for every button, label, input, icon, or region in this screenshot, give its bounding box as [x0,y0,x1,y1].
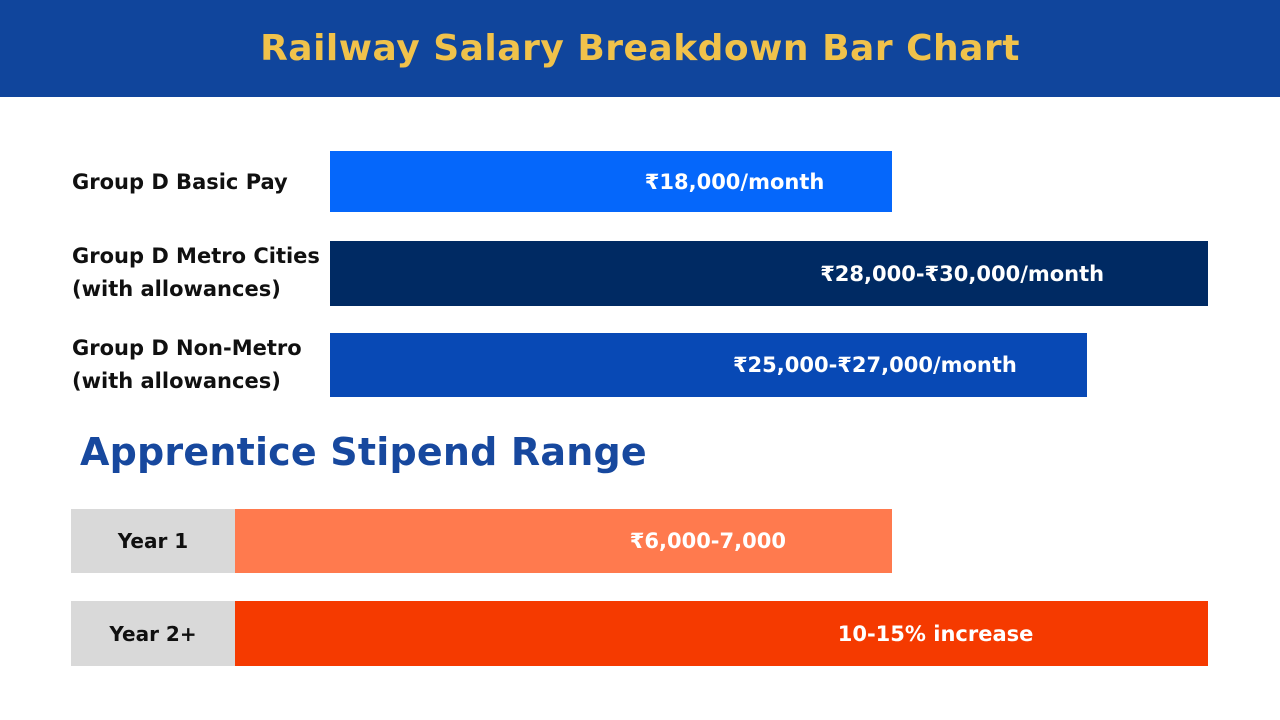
bar-value-label: 10-15% increase [837,621,1034,646]
bar-year-1-stipend: ₹6,000-7,000 [235,509,892,573]
category-label-line1: Group D Metro Cities [72,244,320,268]
category-label-line1: Group D Non-Metro [72,336,302,360]
category-label-line1: Group D Basic Pay [72,170,288,194]
category-label-line2: (with allowances) [72,277,281,301]
category-label-group-d-metro: Group D Metro Cities (with allowances) [72,240,327,306]
bar-value-label: ₹6,000-7,000 [629,529,786,553]
header-banner: Railway Salary Breakdown Bar Chart [0,0,1280,97]
stipend-row-label-text: Year 2+ [109,621,197,646]
section-heading-apprentice-stipend: Apprentice Stipend Range [80,430,647,474]
stipend-row-label-year-2plus: Year 2+ [71,601,235,666]
bar-value-label: ₹28,000-₹30,000/month [820,261,1105,286]
category-label-group-d-basic-pay: Group D Basic Pay [72,166,327,199]
bar-year-2plus-stipend: 10-15% increase [235,601,1208,666]
bar-value-label: ₹25,000-₹27,000/month [732,353,1017,377]
category-label-group-d-non-metro: Group D Non-Metro (with allowances) [72,332,327,398]
bar-group-d-metro: ₹28,000-₹30,000/month [330,241,1208,306]
stipend-row-label-year-1: Year 1 [71,509,235,573]
bar-group-d-non-metro: ₹25,000-₹27,000/month [330,333,1087,397]
category-label-line2: (with allowances) [72,369,281,393]
page-title: Railway Salary Breakdown Bar Chart [260,28,1020,69]
bar-value-label: ₹18,000/month [644,169,825,194]
stipend-row-label-text: Year 1 [117,529,189,553]
bar-group-d-basic-pay: ₹18,000/month [330,151,892,212]
